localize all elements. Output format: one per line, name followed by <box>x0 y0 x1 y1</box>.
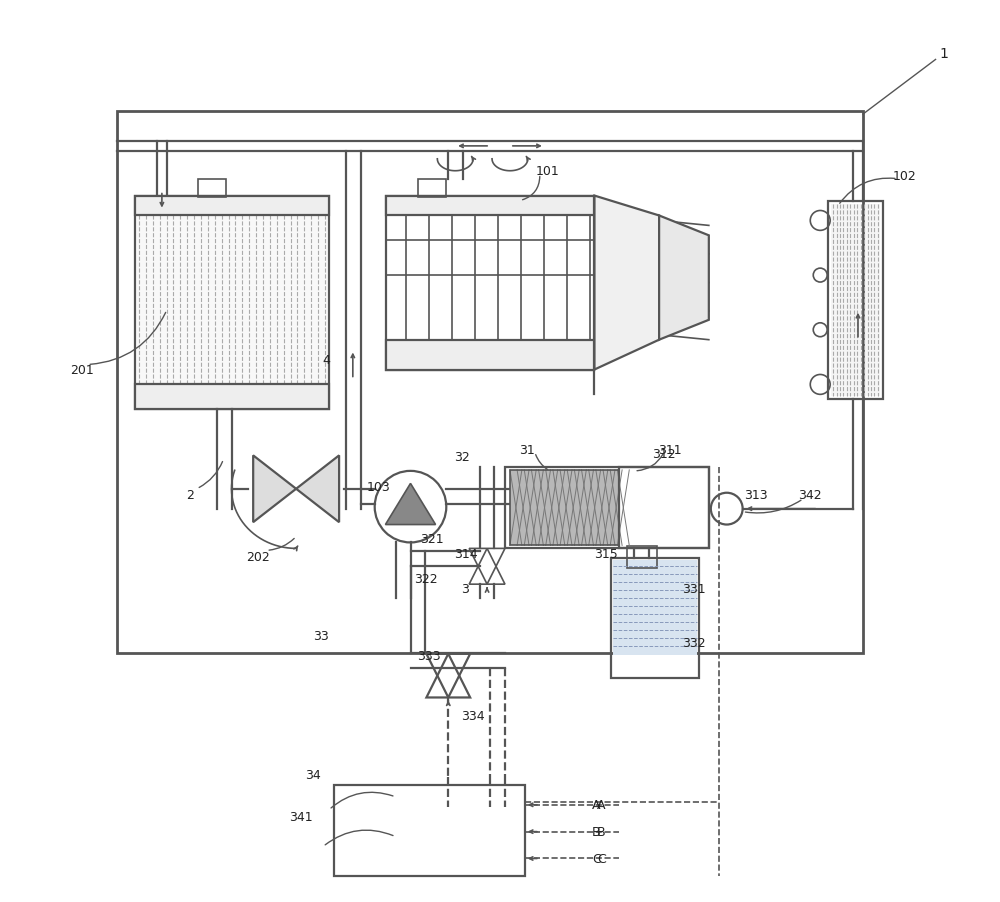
Text: B: B <box>592 825 601 838</box>
Bar <box>334 785 525 877</box>
Text: C: C <box>597 852 606 865</box>
Text: 34: 34 <box>305 769 321 782</box>
Text: 342: 342 <box>798 489 822 502</box>
Text: A: A <box>597 798 606 812</box>
Text: 341: 341 <box>289 810 313 824</box>
Bar <box>619 467 709 548</box>
Text: 202: 202 <box>246 550 270 563</box>
Text: C: C <box>592 852 601 865</box>
Text: A: A <box>592 798 601 812</box>
Bar <box>510 470 619 546</box>
Bar <box>510 470 619 546</box>
Bar <box>135 385 329 410</box>
Bar <box>137 216 327 385</box>
Bar <box>386 197 594 216</box>
Text: 103: 103 <box>367 481 391 493</box>
Text: 31: 31 <box>519 443 535 456</box>
Polygon shape <box>385 483 436 525</box>
Text: 1: 1 <box>939 48 948 61</box>
Bar <box>611 558 699 677</box>
Text: 32: 32 <box>454 451 470 464</box>
Text: 3: 3 <box>461 582 469 595</box>
Text: 334: 334 <box>461 709 485 723</box>
Polygon shape <box>594 197 659 370</box>
Text: 102: 102 <box>893 170 917 183</box>
Text: 315: 315 <box>595 548 618 560</box>
Text: 312: 312 <box>652 448 676 461</box>
Text: 333: 333 <box>417 649 440 662</box>
Bar <box>386 340 594 370</box>
Bar <box>627 547 657 568</box>
Bar <box>135 197 329 216</box>
Text: 322: 322 <box>414 572 437 585</box>
Text: B: B <box>597 825 606 838</box>
Polygon shape <box>296 456 339 522</box>
Polygon shape <box>659 216 709 340</box>
Text: 313: 313 <box>744 489 767 502</box>
Text: 311: 311 <box>658 443 682 456</box>
Text: 314: 314 <box>454 548 478 560</box>
Text: 201: 201 <box>70 364 94 376</box>
Bar <box>831 204 880 397</box>
Bar <box>613 561 697 655</box>
Bar <box>117 112 863 653</box>
Bar <box>828 201 883 400</box>
Text: 33: 33 <box>313 630 329 642</box>
Text: 331: 331 <box>682 582 706 595</box>
Text: 101: 101 <box>536 165 560 178</box>
Bar <box>198 179 226 198</box>
Text: 4: 4 <box>322 354 330 366</box>
Text: 321: 321 <box>421 532 444 546</box>
Text: 2: 2 <box>186 489 194 502</box>
Bar <box>135 197 329 410</box>
Polygon shape <box>253 456 296 522</box>
Bar <box>386 197 594 370</box>
Bar <box>418 179 446 198</box>
Bar <box>505 467 709 548</box>
Text: 332: 332 <box>682 637 706 649</box>
